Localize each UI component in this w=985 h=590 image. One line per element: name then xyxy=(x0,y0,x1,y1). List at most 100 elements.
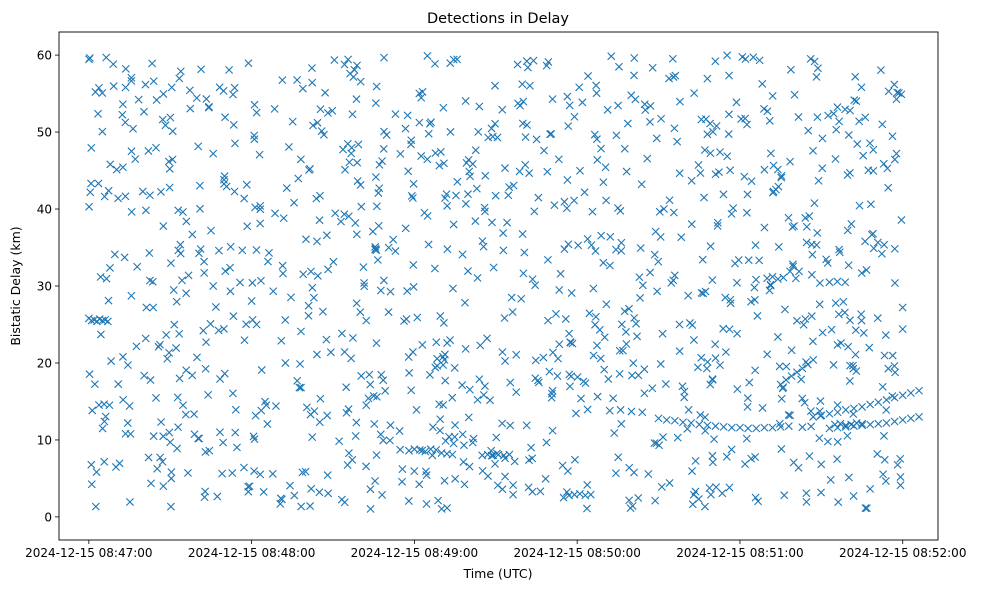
data-point xyxy=(131,155,140,164)
data-point xyxy=(371,244,380,253)
data-point xyxy=(185,86,194,95)
data-point xyxy=(701,413,710,422)
data-point xyxy=(630,71,639,80)
data-point xyxy=(159,482,168,491)
data-point xyxy=(862,266,871,275)
data-point xyxy=(101,412,110,421)
data-point xyxy=(505,183,514,192)
data-point xyxy=(491,459,500,468)
data-point xyxy=(843,431,852,440)
data-point xyxy=(229,312,238,321)
data-point xyxy=(509,181,518,190)
data-point xyxy=(481,171,490,180)
data-point xyxy=(85,202,94,211)
data-point xyxy=(479,391,488,399)
data-point xyxy=(509,490,518,499)
data-point xyxy=(625,463,634,472)
data-point xyxy=(734,256,743,265)
data-point xyxy=(132,342,141,351)
data-point xyxy=(751,493,760,502)
data-point xyxy=(297,502,306,511)
data-point xyxy=(585,309,594,318)
data-point xyxy=(337,329,346,338)
data-point xyxy=(379,144,388,153)
data-point xyxy=(751,453,760,461)
data-point xyxy=(351,432,360,441)
data-point xyxy=(662,415,671,424)
data-point xyxy=(164,157,173,166)
data-point xyxy=(559,493,568,502)
data-point xyxy=(719,422,728,431)
data-point xyxy=(286,481,294,490)
data-point xyxy=(504,191,513,200)
data-point xyxy=(890,417,899,426)
data-point xyxy=(714,168,723,177)
data-point xyxy=(711,354,720,363)
data-point xyxy=(825,278,834,287)
data-point xyxy=(348,455,357,464)
data-point xyxy=(896,481,905,490)
data-point xyxy=(591,247,600,256)
data-point xyxy=(669,208,678,217)
data-point xyxy=(340,347,349,356)
data-point xyxy=(474,127,483,136)
data-point xyxy=(378,157,387,166)
data-point xyxy=(309,293,318,302)
data-point xyxy=(412,405,421,414)
data-point xyxy=(869,229,878,238)
data-point xyxy=(506,421,515,430)
data-point xyxy=(699,289,708,298)
data-point xyxy=(777,394,786,403)
data-point xyxy=(893,460,902,469)
data-point xyxy=(324,265,333,274)
data-point xyxy=(353,177,362,186)
data-point xyxy=(264,248,273,257)
data-point xyxy=(471,217,480,226)
data-point xyxy=(749,53,758,62)
data-point xyxy=(339,145,348,154)
data-point xyxy=(575,83,584,92)
x-axis-label: Time (UTC) xyxy=(462,566,532,581)
data-point xyxy=(733,329,742,338)
data-point xyxy=(450,363,459,372)
data-point xyxy=(857,83,866,92)
data-point xyxy=(584,72,593,81)
data-point xyxy=(763,350,772,359)
data-point xyxy=(315,488,324,497)
data-point xyxy=(593,392,602,401)
data-point xyxy=(713,218,722,227)
data-point xyxy=(98,424,107,433)
data-point xyxy=(115,459,124,468)
data-point xyxy=(788,223,797,232)
data-point xyxy=(362,462,371,471)
data-point xyxy=(614,101,623,110)
data-point xyxy=(151,143,160,152)
data-point xyxy=(774,242,783,251)
data-point xyxy=(530,207,539,216)
data-point xyxy=(890,155,899,164)
data-point xyxy=(94,83,103,92)
data-point xyxy=(344,405,353,414)
data-point xyxy=(741,114,750,123)
data-point xyxy=(550,201,559,210)
data-point xyxy=(487,124,496,133)
data-point xyxy=(700,193,709,202)
data-point xyxy=(859,328,868,337)
data-point xyxy=(780,305,789,314)
data-point xyxy=(844,261,853,270)
data-point xyxy=(610,429,619,438)
data-point xyxy=(182,289,191,298)
data-point xyxy=(798,423,807,432)
data-point xyxy=(158,115,167,124)
data-point xyxy=(284,142,293,151)
data-point xyxy=(787,372,796,381)
data-point xyxy=(542,61,551,70)
data-point xyxy=(209,149,218,158)
chart-title: Detections in Delay xyxy=(427,11,569,27)
data-point xyxy=(436,415,445,424)
data-point xyxy=(306,502,315,511)
data-point xyxy=(269,287,278,296)
data-point xyxy=(386,287,395,296)
data-point xyxy=(370,420,379,429)
data-point xyxy=(244,482,253,491)
